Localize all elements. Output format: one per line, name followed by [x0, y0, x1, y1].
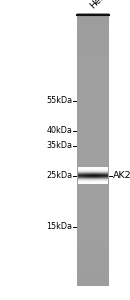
Text: 35kDa: 35kDa — [46, 141, 72, 150]
Text: 55kDa: 55kDa — [46, 96, 72, 105]
Text: 40kDa: 40kDa — [47, 126, 72, 135]
Text: 25kDa: 25kDa — [46, 171, 72, 180]
Text: 15kDa: 15kDa — [46, 222, 72, 231]
Text: AK2: AK2 — [113, 171, 130, 180]
Text: HeLa: HeLa — [89, 0, 111, 11]
